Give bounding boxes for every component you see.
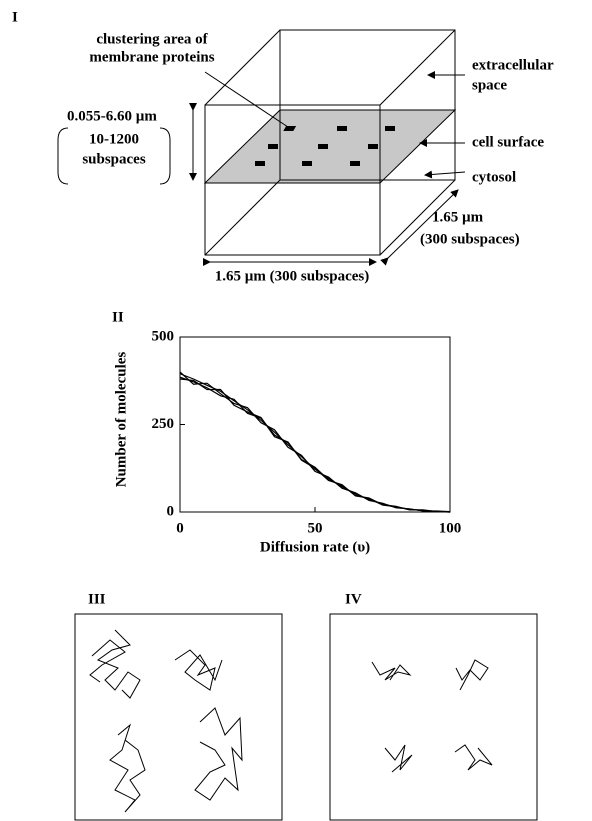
chart: 0 250 500 0 50 100 Diffusion rate (υ) Number of… [113,328,461,555]
x-tick-label: 0 [176,520,184,536]
panel-label: II [112,309,124,325]
panel-label: IV [345,591,362,607]
x-axis-label: Diffusion rate (υ) [260,539,370,555]
y-tick-label: 250 [152,416,175,432]
extracellular-label: space [472,77,507,93]
line-series [179,378,451,513]
panel-label: III [88,591,106,607]
panel-label: I [12,9,18,25]
x-tick-label: 100 [439,520,462,536]
width-label: 1.65 µm (300 subspaces) [215,268,369,284]
annotation-lines [57,71,466,266]
trajectory-box [74,613,283,821]
cytosol-label: cytosol [472,169,516,185]
trajectories [371,659,493,773]
height-label: subspaces [82,151,146,167]
extracellular-label: extracellular [472,57,554,73]
cluster-label: membrane proteins [89,49,214,65]
cluster-label: clustering area of [96,31,208,47]
y-tick-label: 0 [167,503,175,519]
trajectories [89,629,243,813]
line-series [179,376,451,513]
cell-surface-label: cell surface [472,134,544,150]
y-axis-label: Number of molecules [113,352,129,488]
line-series [179,371,451,513]
depth-label: 1.65 µm [432,209,484,225]
trajectory-box [329,613,538,821]
depth-label: (300 subspaces) [420,231,520,247]
x-tick-label: 50 [308,520,323,536]
plot-frame [179,336,451,513]
cube [203,29,457,256]
height-label: 0.055-6.60 µm [67,108,157,124]
y-tick-label: 500 [152,328,175,344]
height-label: 10-1200 [89,131,139,147]
line-series [179,373,451,513]
